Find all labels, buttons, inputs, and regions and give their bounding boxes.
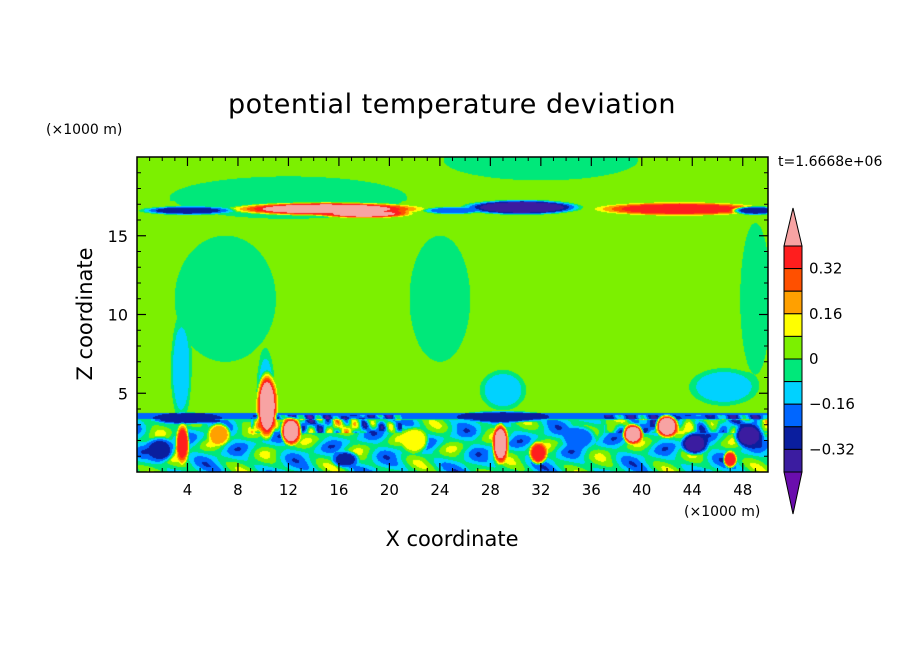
time-label: t=1.6668e+06 [778, 154, 882, 170]
colorbar-swatch [783, 381, 803, 405]
colorbar-swatch [783, 313, 803, 337]
x-tick-label: 4 [183, 481, 193, 499]
x-tick-label: 16 [329, 481, 348, 499]
plot-area [136, 156, 769, 473]
colorbar-swatch [783, 448, 803, 473]
x-tick-label: 12 [279, 481, 298, 499]
x-tick-label: 48 [733, 481, 752, 499]
colorbar-swatch [783, 335, 803, 360]
colorbar-swatch [783, 245, 803, 270]
colorbar-swatch [783, 426, 803, 450]
colorbar-label: −0.32 [809, 440, 855, 458]
x-tick-label: 32 [531, 481, 550, 499]
x-axis-label: X coordinate [385, 527, 518, 551]
colorbar-swatch [783, 290, 803, 315]
y-tick-label: 15 [108, 227, 128, 246]
x-unit-label: (×1000 m) [684, 504, 760, 520]
x-tick-label: 36 [582, 481, 601, 499]
y-axis-label: Z coordinate [73, 247, 97, 380]
x-tick-label: 20 [380, 481, 399, 499]
colorbar-label: −0.16 [809, 395, 855, 413]
potential-temperature-field [137, 157, 768, 472]
colorbar-label: 0.16 [809, 305, 842, 323]
colorbar-max-arrow [783, 207, 803, 247]
colorbar-swatch [783, 403, 803, 428]
y-unit-label: (×1000 m) [46, 122, 122, 138]
x-tick-label: 44 [683, 481, 702, 499]
colorbar-swatch [783, 268, 803, 292]
x-tick-label: 24 [430, 481, 449, 499]
x-tick-label: 8 [233, 481, 243, 499]
colorbar-swatch [783, 358, 803, 383]
y-axis: 5 10 15 [108, 172, 768, 457]
x-axis: 4 8 12 16 20 24 28 32 36 40 44 48 [149, 157, 756, 499]
chart-title: potential temperature deviation [228, 89, 676, 120]
x-tick-label: 40 [632, 481, 651, 499]
y-tick-label: 10 [108, 306, 128, 325]
colorbar-legend: 0.32 0.16 0 −0.16 −0.32 [783, 207, 855, 515]
colorbar-label: 0 [809, 350, 819, 368]
y-tick-label: 5 [118, 384, 128, 403]
colorbar-label: 0.32 [809, 260, 842, 278]
x-tick-label: 28 [481, 481, 500, 499]
colorbar-min-arrow [783, 471, 803, 515]
